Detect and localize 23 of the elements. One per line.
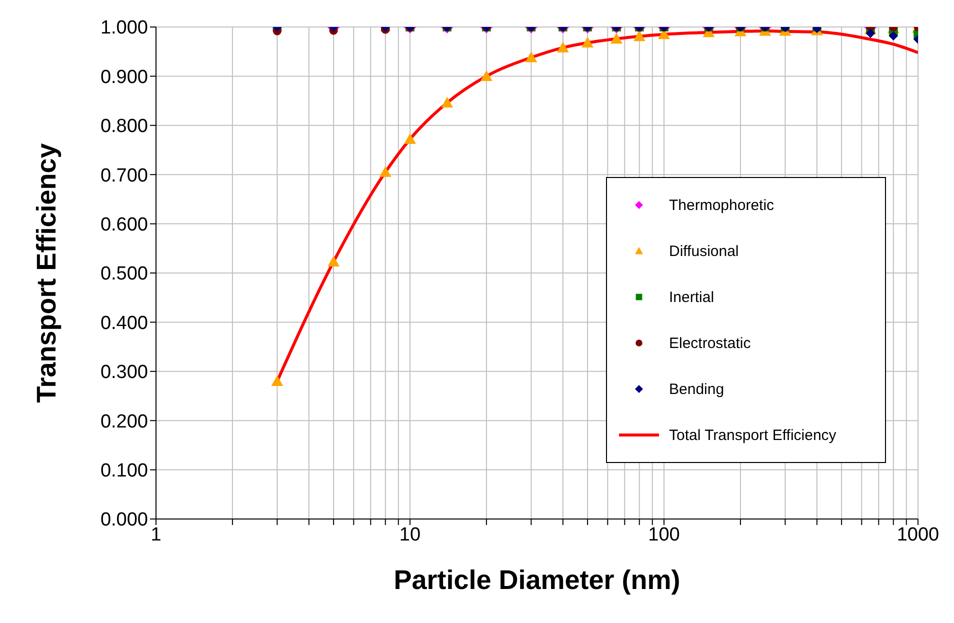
x-tick-label: 1000 xyxy=(896,524,940,546)
legend-label: Inertial xyxy=(669,288,714,306)
x-tick-label: 10 xyxy=(399,524,421,546)
y-tick-label: 0.800 xyxy=(100,116,148,138)
legend-label: Total Transport Efficiency xyxy=(669,426,836,444)
y-tick-label: 0.100 xyxy=(100,460,148,482)
y-tick-label: 0.200 xyxy=(100,411,148,432)
x-tick-label: 1 xyxy=(150,524,162,546)
legend-label: Diffusional xyxy=(669,242,739,260)
y-tick-label: 0.600 xyxy=(100,214,148,236)
legend-label: Bending xyxy=(669,380,724,398)
y-tick-label: 0.300 xyxy=(100,362,148,384)
y-tick-label: 0.000 xyxy=(100,510,148,531)
y-tick-label: 0.700 xyxy=(100,165,148,186)
y-tick-label: 1.000 xyxy=(100,18,148,39)
y-tick-label: 0.500 xyxy=(100,264,148,285)
legend-label: Thermophoretic xyxy=(669,196,774,214)
x-tick-label: 100 xyxy=(648,524,680,546)
x-axis-title: Particle Diameter (nm) xyxy=(394,565,680,595)
y-tick-label: 0.400 xyxy=(100,312,148,334)
legend-label: Electrostatic xyxy=(669,334,751,352)
y-tick-label: 0.900 xyxy=(100,66,148,88)
y-axis-title: Transport Efficiency xyxy=(32,143,62,403)
